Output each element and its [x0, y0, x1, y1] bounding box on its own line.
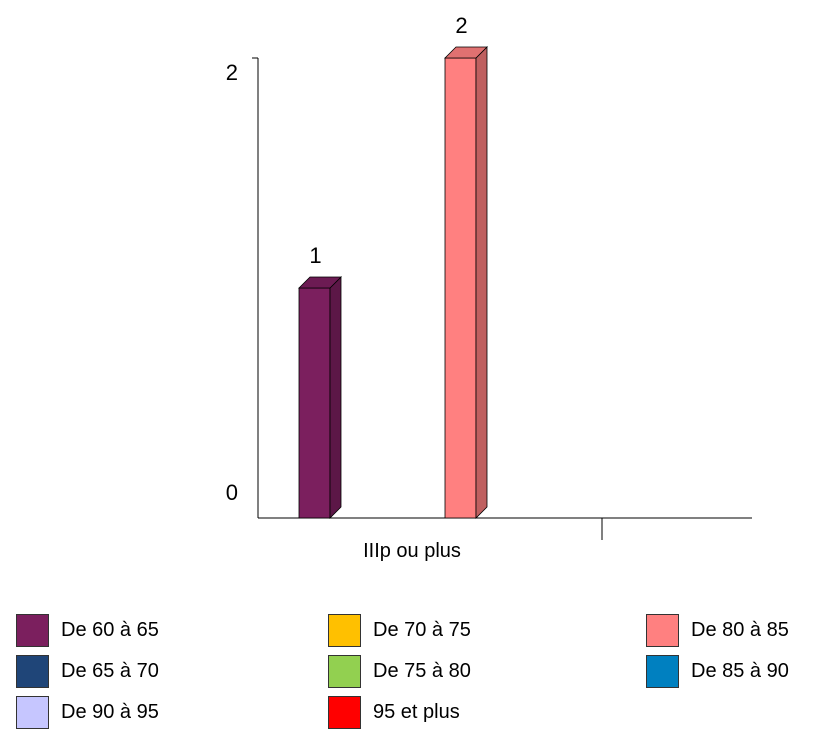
- x-category-label: IIIp ou plus: [363, 540, 461, 562]
- bar-data-label: 1: [309, 243, 321, 268]
- legend-swatch: [16, 654, 49, 688]
- legend-item: De 75 à 80: [328, 653, 471, 689]
- bar-side: [475, 46, 488, 519]
- legend-item: 95 et plus: [328, 694, 460, 730]
- bars-group: 12: [298, 13, 488, 519]
- legend-label: De 70 à 75: [373, 619, 471, 641]
- legend-swatch: [328, 695, 361, 729]
- legend-swatch: [16, 695, 49, 729]
- legend-label: De 90 à 95: [61, 701, 159, 723]
- legend-label: De 60 à 65: [61, 619, 159, 641]
- legend: De 60 à 65 De 65 à 70 De 90 à 95 De 70 à…: [0, 612, 830, 747]
- legend-label: De 80 à 85: [691, 619, 789, 641]
- bar-front: [298, 287, 331, 519]
- legend-label: 95 et plus: [373, 701, 460, 723]
- legend-swatch: [646, 613, 679, 647]
- legend-item: De 65 à 70: [16, 653, 159, 689]
- legend-item: De 90 à 95: [16, 694, 159, 730]
- legend-item: De 80 à 85: [646, 612, 789, 648]
- bar-front: [444, 57, 477, 519]
- y-tick-label: 0: [226, 480, 238, 505]
- y-tick-label: 2: [226, 60, 238, 85]
- bar-top: [444, 46, 488, 59]
- legend-label: De 75 à 80: [373, 660, 471, 682]
- bar-chart: 0 2 IIIp ou plus 12: [226, 13, 752, 562]
- legend-item: De 70 à 75: [328, 612, 471, 648]
- legend-swatch: [16, 613, 49, 647]
- bar-data-label: 2: [455, 13, 467, 38]
- legend-item: De 60 à 65: [16, 612, 159, 648]
- bar-top: [298, 276, 342, 289]
- legend-item: De 85 à 90: [646, 653, 789, 689]
- legend-label: De 85 à 90: [691, 660, 789, 682]
- legend-swatch: [646, 654, 679, 688]
- legend-swatch: [328, 613, 361, 647]
- legend-swatch: [328, 654, 361, 688]
- legend-label: De 65 à 70: [61, 660, 159, 682]
- bar-side: [329, 276, 342, 519]
